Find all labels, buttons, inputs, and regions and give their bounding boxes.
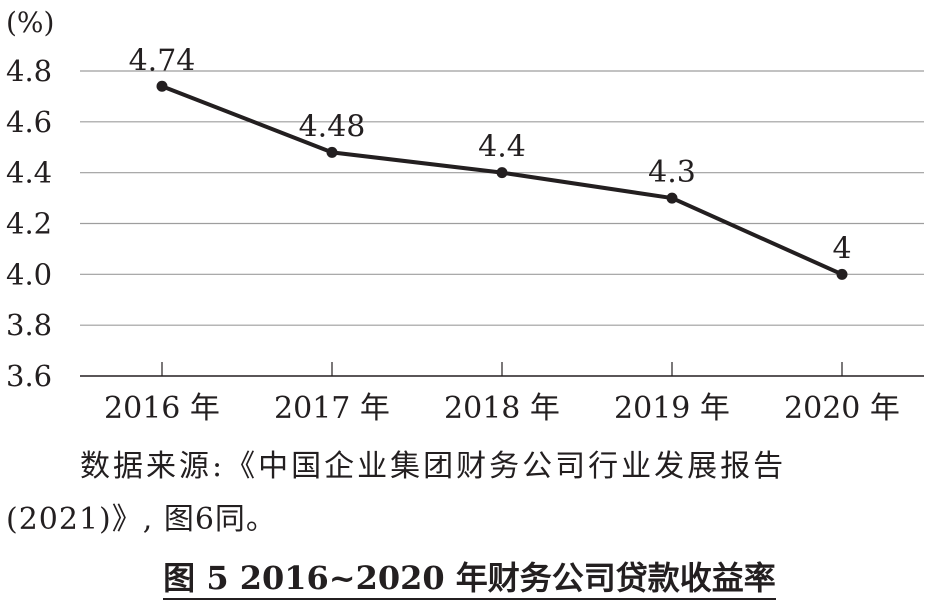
data-points — [156, 80, 848, 280]
data-point — [666, 192, 678, 204]
data-point — [836, 268, 848, 280]
data-source-line-1: 数据来源:《中国企业集团财务公司行业发展报告 — [80, 449, 787, 484]
y-tick-label: 4.4 — [6, 156, 52, 190]
y-tick-label: 3.8 — [6, 308, 52, 342]
x-tick-label: 2018 年 — [444, 391, 560, 426]
figure-caption: 图 5 2016~2020 年财务公司贷款收益率 — [0, 558, 939, 600]
data-label: 4.74 — [129, 43, 196, 78]
y-tick-label: 4.2 — [6, 207, 52, 241]
grid-lines — [80, 70, 924, 377]
data-source-line-2: (2021)》, 图6同。 — [6, 502, 277, 537]
data-label: 4.4 — [478, 130, 526, 165]
series-line — [161, 84, 843, 277]
x-tick-label: 2019 年 — [614, 391, 730, 426]
y-axis-unit-label: (%) — [6, 6, 55, 39]
y-axis-tick-labels: 3.6 3.8 4.0 4.2 4.4 4.6 4.8 — [6, 54, 52, 393]
data-label: 4.48 — [299, 109, 366, 144]
y-tick-label: 4.6 — [6, 105, 52, 139]
x-tick-label: 2017 年 — [274, 391, 390, 426]
figure-caption-text: 图 5 2016~2020 年财务公司贷款收益率 — [163, 559, 776, 600]
x-tick-label: 2020 年 — [784, 391, 900, 426]
data-label: 4.3 — [648, 155, 696, 190]
data-labels: 4.74 4.48 4.4 4.3 4 — [129, 43, 852, 266]
y-tick-label: 4.8 — [6, 54, 52, 88]
y-tick-label: 3.6 — [6, 359, 52, 393]
line-chart: 3.6 3.8 4.0 4.2 4.4 4.6 4.8 2016 年 2017 年 2018 年… — [6, 43, 924, 426]
x-tick-label: 2016 年 — [104, 391, 220, 426]
x-axis-ticks: 2016 年 2017 年 2018 年 2019 年 2020 年 — [104, 362, 900, 426]
series-line-layer — [161, 84, 843, 277]
y-tick-label: 4.0 — [6, 257, 52, 291]
data-point — [156, 80, 168, 92]
data-point — [496, 167, 508, 179]
data-label: 4 — [832, 231, 851, 266]
data-point — [326, 146, 338, 158]
